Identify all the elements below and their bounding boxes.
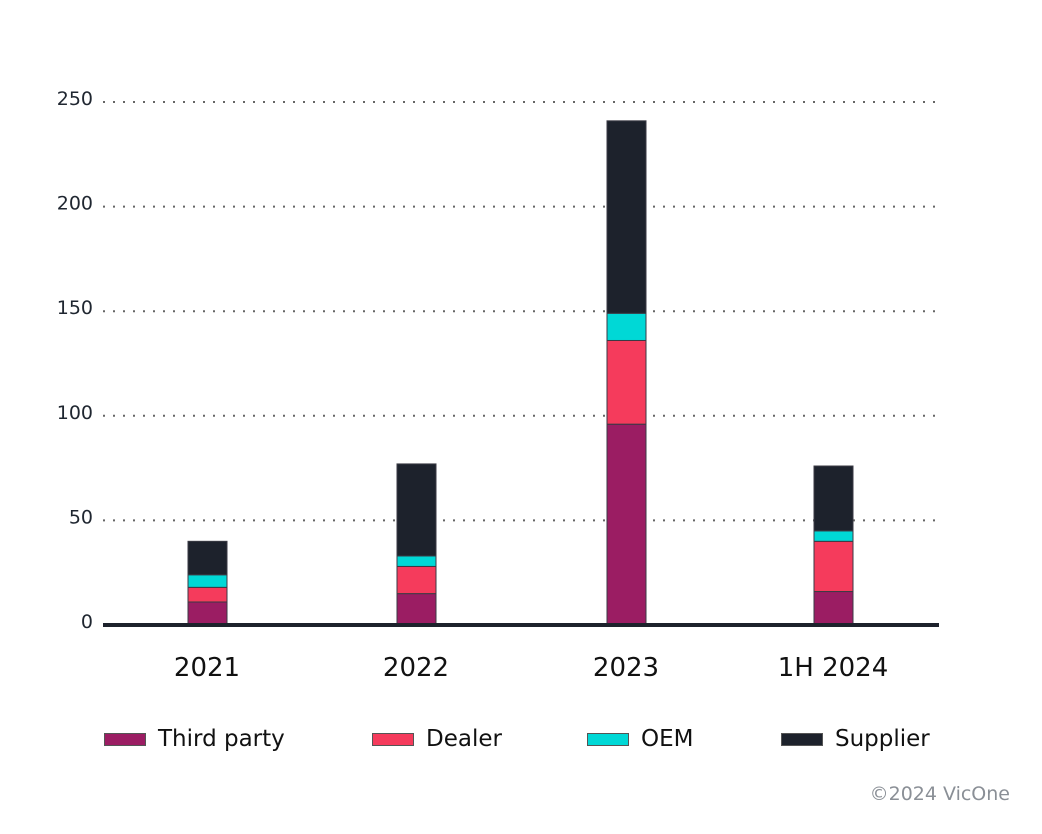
bar-segment-oem [396,555,437,567]
bar-segment-third-party [813,591,854,626]
bar-segment-third-party [396,593,437,626]
bar-stack-1h-2024 [813,465,854,626]
y-tick-label: 100 [57,402,93,424]
bar-segment-dealer [813,540,854,593]
legend-swatch-dealer [372,732,414,746]
bar-segment-third-party [606,423,647,626]
bar-stack-2023 [606,120,647,626]
legend-swatch-oem [587,732,629,746]
bar-segment-oem [813,530,854,542]
y-tick-label: 250 [57,88,93,110]
bar-segment-supplier [187,540,228,576]
y-axis-ticks: 0 50 100 150 200 250 [57,88,93,633]
y-tick-label: 200 [57,193,93,215]
legend-item-dealer: Dealer [372,726,502,752]
bar-segment-supplier [396,463,437,557]
y-tick-label: 50 [69,506,93,528]
bar-stack-2022 [396,463,437,626]
legend: Third party Dealer OEM Supplier [0,726,1042,760]
legend-label: Dealer [426,726,502,752]
bar-segment-dealer [187,586,228,603]
bar-segment-oem [187,574,228,588]
x-tick-label: 2023 [593,653,659,683]
y-tick-label: 0 [81,611,93,633]
bar-segment-supplier [606,120,647,314]
legend-item-third-party: Third party [104,726,285,752]
x-tick-label: 1H 2024 [778,653,889,683]
legend-swatch-supplier [781,732,823,746]
bar-segment-dealer [396,565,437,595]
legend-swatch-third-party [104,732,146,746]
legend-item-oem: OEM [587,726,693,752]
stacked-bar-chart: 0 50 100 150 200 250 2021 2022 2023 1H 2024 [57,88,940,683]
legend-label: OEM [641,726,694,752]
bar-stack-2021 [187,540,228,626]
x-tick-label: 2022 [383,653,449,683]
bar-segment-third-party [187,601,228,626]
bar-segment-dealer [606,339,647,425]
gridlines [103,101,940,522]
copyright-footer: ©2024 VicOne [869,783,1010,805]
bar-segment-supplier [813,465,854,532]
legend-label: Supplier [835,726,930,752]
x-tick-label: 2021 [174,653,240,683]
legend-label: Third party [158,726,285,752]
legend-item-supplier: Supplier [781,726,930,752]
x-axis-ticks: 2021 2022 2023 1H 2024 [174,653,888,683]
bar-segment-oem [606,312,647,341]
y-tick-label: 150 [57,297,93,319]
bars [187,120,854,626]
